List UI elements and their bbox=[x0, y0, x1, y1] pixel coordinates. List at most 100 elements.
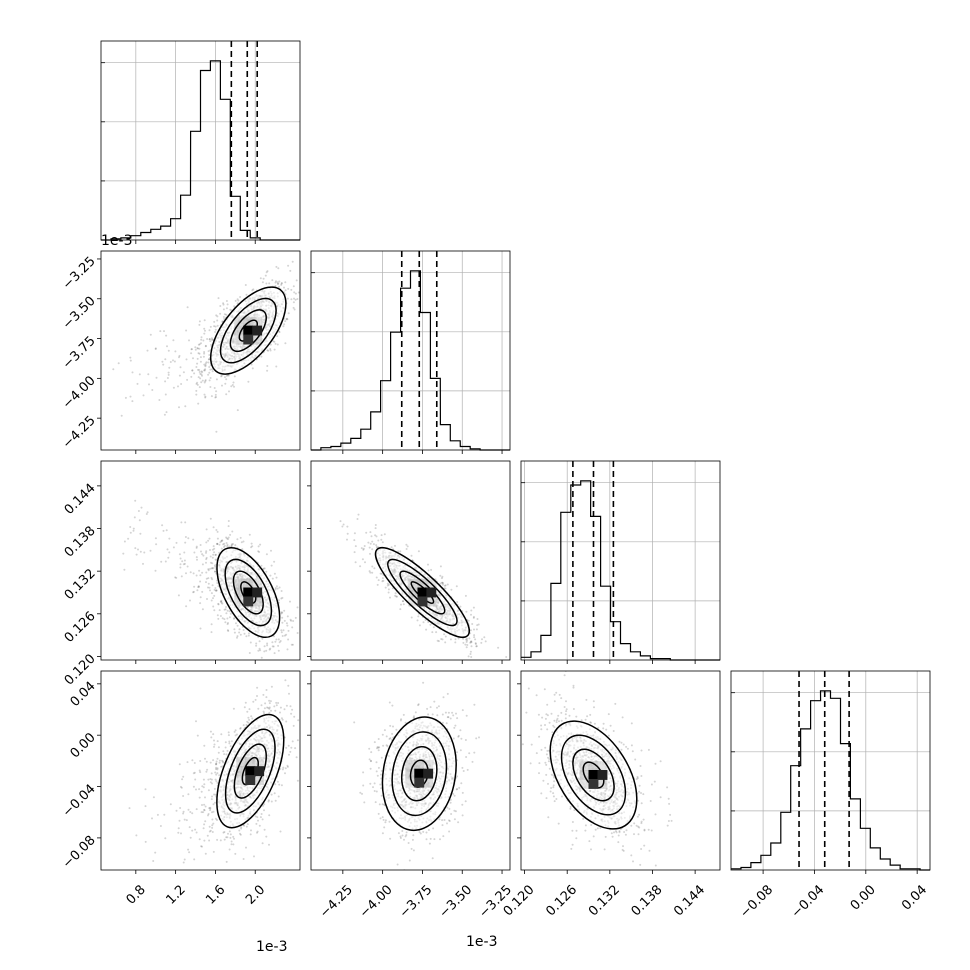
scatter-point bbox=[465, 638, 468, 641]
scatter-point bbox=[185, 605, 188, 608]
scatter-point bbox=[233, 385, 235, 388]
scatter-point bbox=[427, 621, 430, 623]
scatter-point bbox=[281, 596, 284, 599]
scatter-point bbox=[217, 751, 220, 754]
scatter-point bbox=[268, 707, 271, 710]
scatter-point bbox=[257, 550, 260, 553]
panel-1-0 bbox=[100, 250, 301, 451]
scatter-point bbox=[353, 532, 356, 535]
scatter-point bbox=[275, 704, 278, 707]
scatter-point bbox=[203, 381, 206, 384]
scatter-point bbox=[276, 335, 279, 338]
scatter-point bbox=[182, 810, 185, 813]
scatter-point bbox=[225, 612, 228, 615]
scatter-point bbox=[196, 362, 199, 365]
scatter-point bbox=[276, 281, 279, 284]
scatter-point bbox=[285, 318, 288, 321]
scatter-point bbox=[215, 589, 218, 592]
scatter-point bbox=[267, 800, 270, 803]
scatter-point bbox=[274, 285, 277, 287]
scatter-point bbox=[293, 291, 296, 294]
scatter-point bbox=[273, 792, 276, 795]
scatter-point bbox=[216, 757, 219, 760]
scatter-point bbox=[210, 576, 213, 579]
density-peak-cell bbox=[243, 334, 254, 345]
scatter-point bbox=[221, 765, 224, 768]
scatter-point bbox=[236, 409, 239, 412]
scatter-point bbox=[394, 592, 397, 595]
scatter-point bbox=[286, 765, 289, 768]
scatter-point bbox=[381, 577, 384, 580]
scatter-point bbox=[226, 623, 229, 626]
scatter-point bbox=[211, 370, 214, 373]
scatter-point bbox=[209, 340, 212, 343]
scatter-point bbox=[184, 541, 187, 544]
scatter-point bbox=[466, 639, 469, 642]
density-peak-cell bbox=[245, 766, 256, 777]
scatter-point bbox=[185, 572, 187, 575]
scatter-point bbox=[215, 760, 218, 763]
scatter-point bbox=[198, 320, 201, 323]
scatter-point bbox=[197, 343, 200, 346]
scatter-point bbox=[203, 783, 206, 786]
scatter-point bbox=[178, 819, 181, 822]
scatter-point bbox=[219, 839, 222, 842]
scatter-point bbox=[272, 340, 275, 343]
scatter-point bbox=[184, 521, 187, 524]
scatter-point bbox=[205, 551, 207, 554]
scatter-point bbox=[236, 624, 239, 627]
scatter-point bbox=[155, 543, 158, 546]
scatter-point bbox=[213, 745, 215, 748]
contour-line bbox=[399, 570, 446, 615]
scatter-point bbox=[216, 543, 219, 545]
scatter-point bbox=[137, 548, 139, 551]
scatter-point bbox=[259, 816, 262, 819]
scatter-point bbox=[280, 631, 283, 634]
scatter-point bbox=[202, 827, 205, 830]
scatter-point bbox=[477, 623, 480, 626]
scatter-point bbox=[269, 574, 272, 577]
scatter-point bbox=[211, 562, 214, 565]
scatter-point bbox=[197, 347, 199, 350]
scatter-point bbox=[265, 696, 268, 699]
scatter-point bbox=[144, 840, 147, 843]
scatter-point bbox=[222, 302, 225, 305]
scatter-point bbox=[297, 719, 300, 722]
scatter-point bbox=[475, 645, 478, 648]
scatter-point bbox=[246, 823, 249, 826]
scatter-point bbox=[280, 590, 283, 592]
scatter-point bbox=[362, 547, 365, 550]
scatter-point bbox=[138, 373, 141, 376]
scatter-point bbox=[374, 524, 377, 526]
scatter-point bbox=[292, 620, 295, 622]
scatter-point bbox=[225, 536, 228, 539]
scatter-point bbox=[225, 836, 228, 839]
scatter-point bbox=[437, 640, 440, 643]
scatter-point bbox=[209, 368, 212, 371]
scatter-point bbox=[271, 645, 274, 648]
scatter-point bbox=[290, 288, 293, 291]
scatter-point bbox=[469, 650, 472, 653]
scatter-point bbox=[224, 621, 227, 624]
scatter-point bbox=[203, 319, 206, 322]
scatter-point bbox=[162, 363, 165, 366]
scatter-point bbox=[467, 655, 470, 658]
scatter-point bbox=[226, 617, 229, 620]
scatter-point bbox=[263, 707, 266, 710]
scatter-point bbox=[249, 833, 252, 836]
scatter-point bbox=[196, 558, 198, 561]
scatter-point bbox=[210, 798, 213, 801]
scatter-point bbox=[286, 297, 289, 300]
scatter-point bbox=[214, 589, 217, 592]
scatter-point bbox=[221, 539, 224, 542]
scatter-point bbox=[439, 582, 442, 585]
scatter-point bbox=[266, 349, 269, 352]
scatter-point bbox=[284, 281, 287, 284]
scatter-point bbox=[128, 807, 131, 810]
scatter-point bbox=[198, 386, 201, 389]
scatter-point bbox=[263, 567, 266, 570]
scatter-point bbox=[186, 378, 189, 381]
density-peak-cell bbox=[417, 587, 428, 598]
scatter-point bbox=[217, 603, 220, 606]
scatter-point bbox=[186, 761, 189, 764]
